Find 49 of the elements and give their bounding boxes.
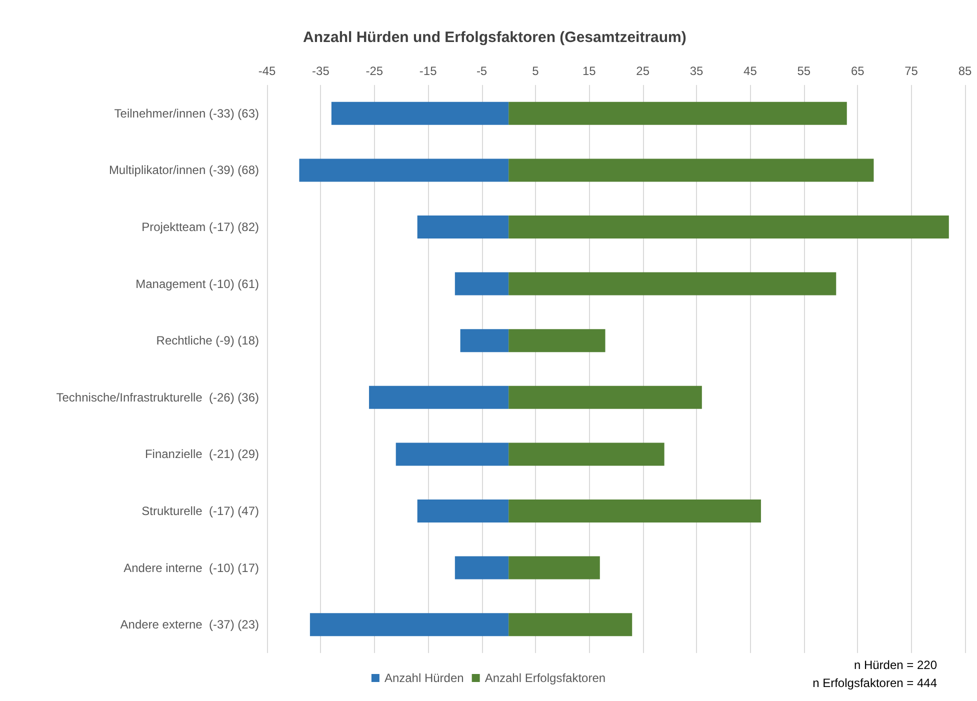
bar [508, 613, 632, 636]
bar [310, 613, 509, 636]
text: n Erfolgsfaktoren = 444 [812, 676, 938, 690]
legend-label: Anzahl Hürden [384, 671, 464, 685]
x-tick-label: -5 [476, 64, 488, 78]
y-tick-label: Teilnehmer/innen (-33) (63) [114, 106, 259, 120]
y-tick-label: Strukturelle (-17) (47) [142, 504, 259, 518]
y-tick-label: Technische/Infrastrukturelle (-26) (36) [56, 390, 259, 404]
legend-label: Anzahl Erfolgsfaktoren [484, 671, 606, 685]
y-tick-label: Projektteam (-17) (82) [142, 220, 259, 234]
y-tick-label: Andere externe (-37) (23) [120, 618, 259, 632]
chart-title: Anzahl Hürden und Erfolgsfaktoren (Gesamtzeitraum) [303, 29, 686, 46]
y-tick-label: Andere interne (-10) (17) [124, 560, 259, 575]
bar [508, 329, 606, 352]
x-tick-label: -45 [258, 64, 276, 78]
x-tick-label: 25 [636, 64, 650, 78]
bar [508, 556, 600, 580]
bar [396, 442, 509, 466]
x-tick-label: -15 [419, 64, 438, 78]
bar [417, 500, 509, 522]
y-tick-label: Finanzielle (-21) (29) [144, 447, 259, 462]
bar [508, 102, 847, 125]
bar [508, 216, 949, 238]
x-tick-label: -35 [312, 64, 330, 78]
bar [417, 216, 509, 238]
bar [508, 158, 874, 182]
y-tick-label: Multiplikator/innen (-39) (68) [108, 163, 259, 178]
bar [454, 556, 509, 580]
bar [369, 386, 509, 409]
x-tick-label: 55 [797, 64, 811, 78]
bar [508, 442, 664, 466]
bar [508, 386, 702, 409]
text: n Hürden = 220 [854, 658, 938, 672]
y-tick-label: Rechtliche (-9) (18) [156, 334, 259, 348]
y-tick-label: Management (-10) (61) [136, 276, 259, 291]
x-tick-label: 65 [850, 64, 865, 78]
bar [454, 272, 509, 296]
bar [331, 102, 509, 125]
bar [508, 500, 761, 522]
bar [299, 158, 509, 182]
x-tick-label: 5 [532, 64, 540, 78]
x-tick-label: -25 [366, 64, 384, 78]
x-tick-label: 45 [744, 64, 758, 78]
bar [460, 329, 509, 352]
bar [508, 272, 836, 296]
x-tick-label: 35 [690, 64, 704, 78]
x-tick-label: 15 [582, 64, 596, 78]
x-tick-label: 75 [904, 64, 918, 78]
x-tick-label: 85 [958, 64, 972, 78]
